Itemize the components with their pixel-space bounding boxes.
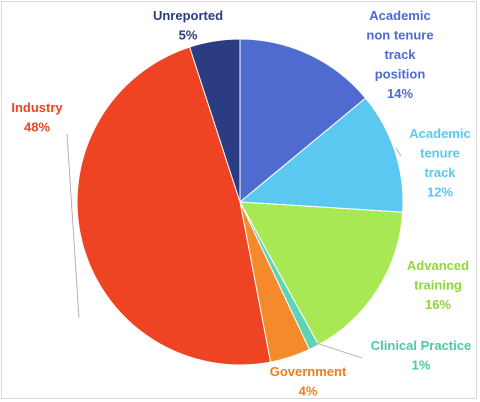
- data-label-industry: Industry 48%: [11, 100, 63, 135]
- leader-line: [395, 147, 402, 157]
- pie-slices: [76, 38, 404, 366]
- pie-slice-advanced-training: [239, 201, 404, 346]
- leader-line: [315, 342, 363, 359]
- data-label-unreported: Unreported 5%: [153, 8, 223, 43]
- pie-slice-industry: [76, 46, 272, 366]
- pie-slice-academic-tenure-track: [238, 97, 404, 213]
- data-label-academic-tenure-track: Academic tenure track 12%: [409, 126, 470, 200]
- data-label-clinical-practice: Clinical Practice 1%: [371, 338, 471, 373]
- data-label-advanced-training: Advanced training 16%: [407, 258, 469, 312]
- data-label-academic-non-tenure-track-position: Academic non tenure track position 14%: [366, 8, 433, 101]
- data-labels: Academic non tenure track position 14% Academ…: [11, 8, 471, 399]
- leader-line: [66, 133, 80, 319]
- pie-slice-academic-non-tenure-track-position: [239, 38, 367, 204]
- leader-lines: [66, 133, 402, 359]
- pie-slice-unreported: [188, 38, 241, 203]
- data-label-government: Government 4%: [270, 364, 347, 399]
